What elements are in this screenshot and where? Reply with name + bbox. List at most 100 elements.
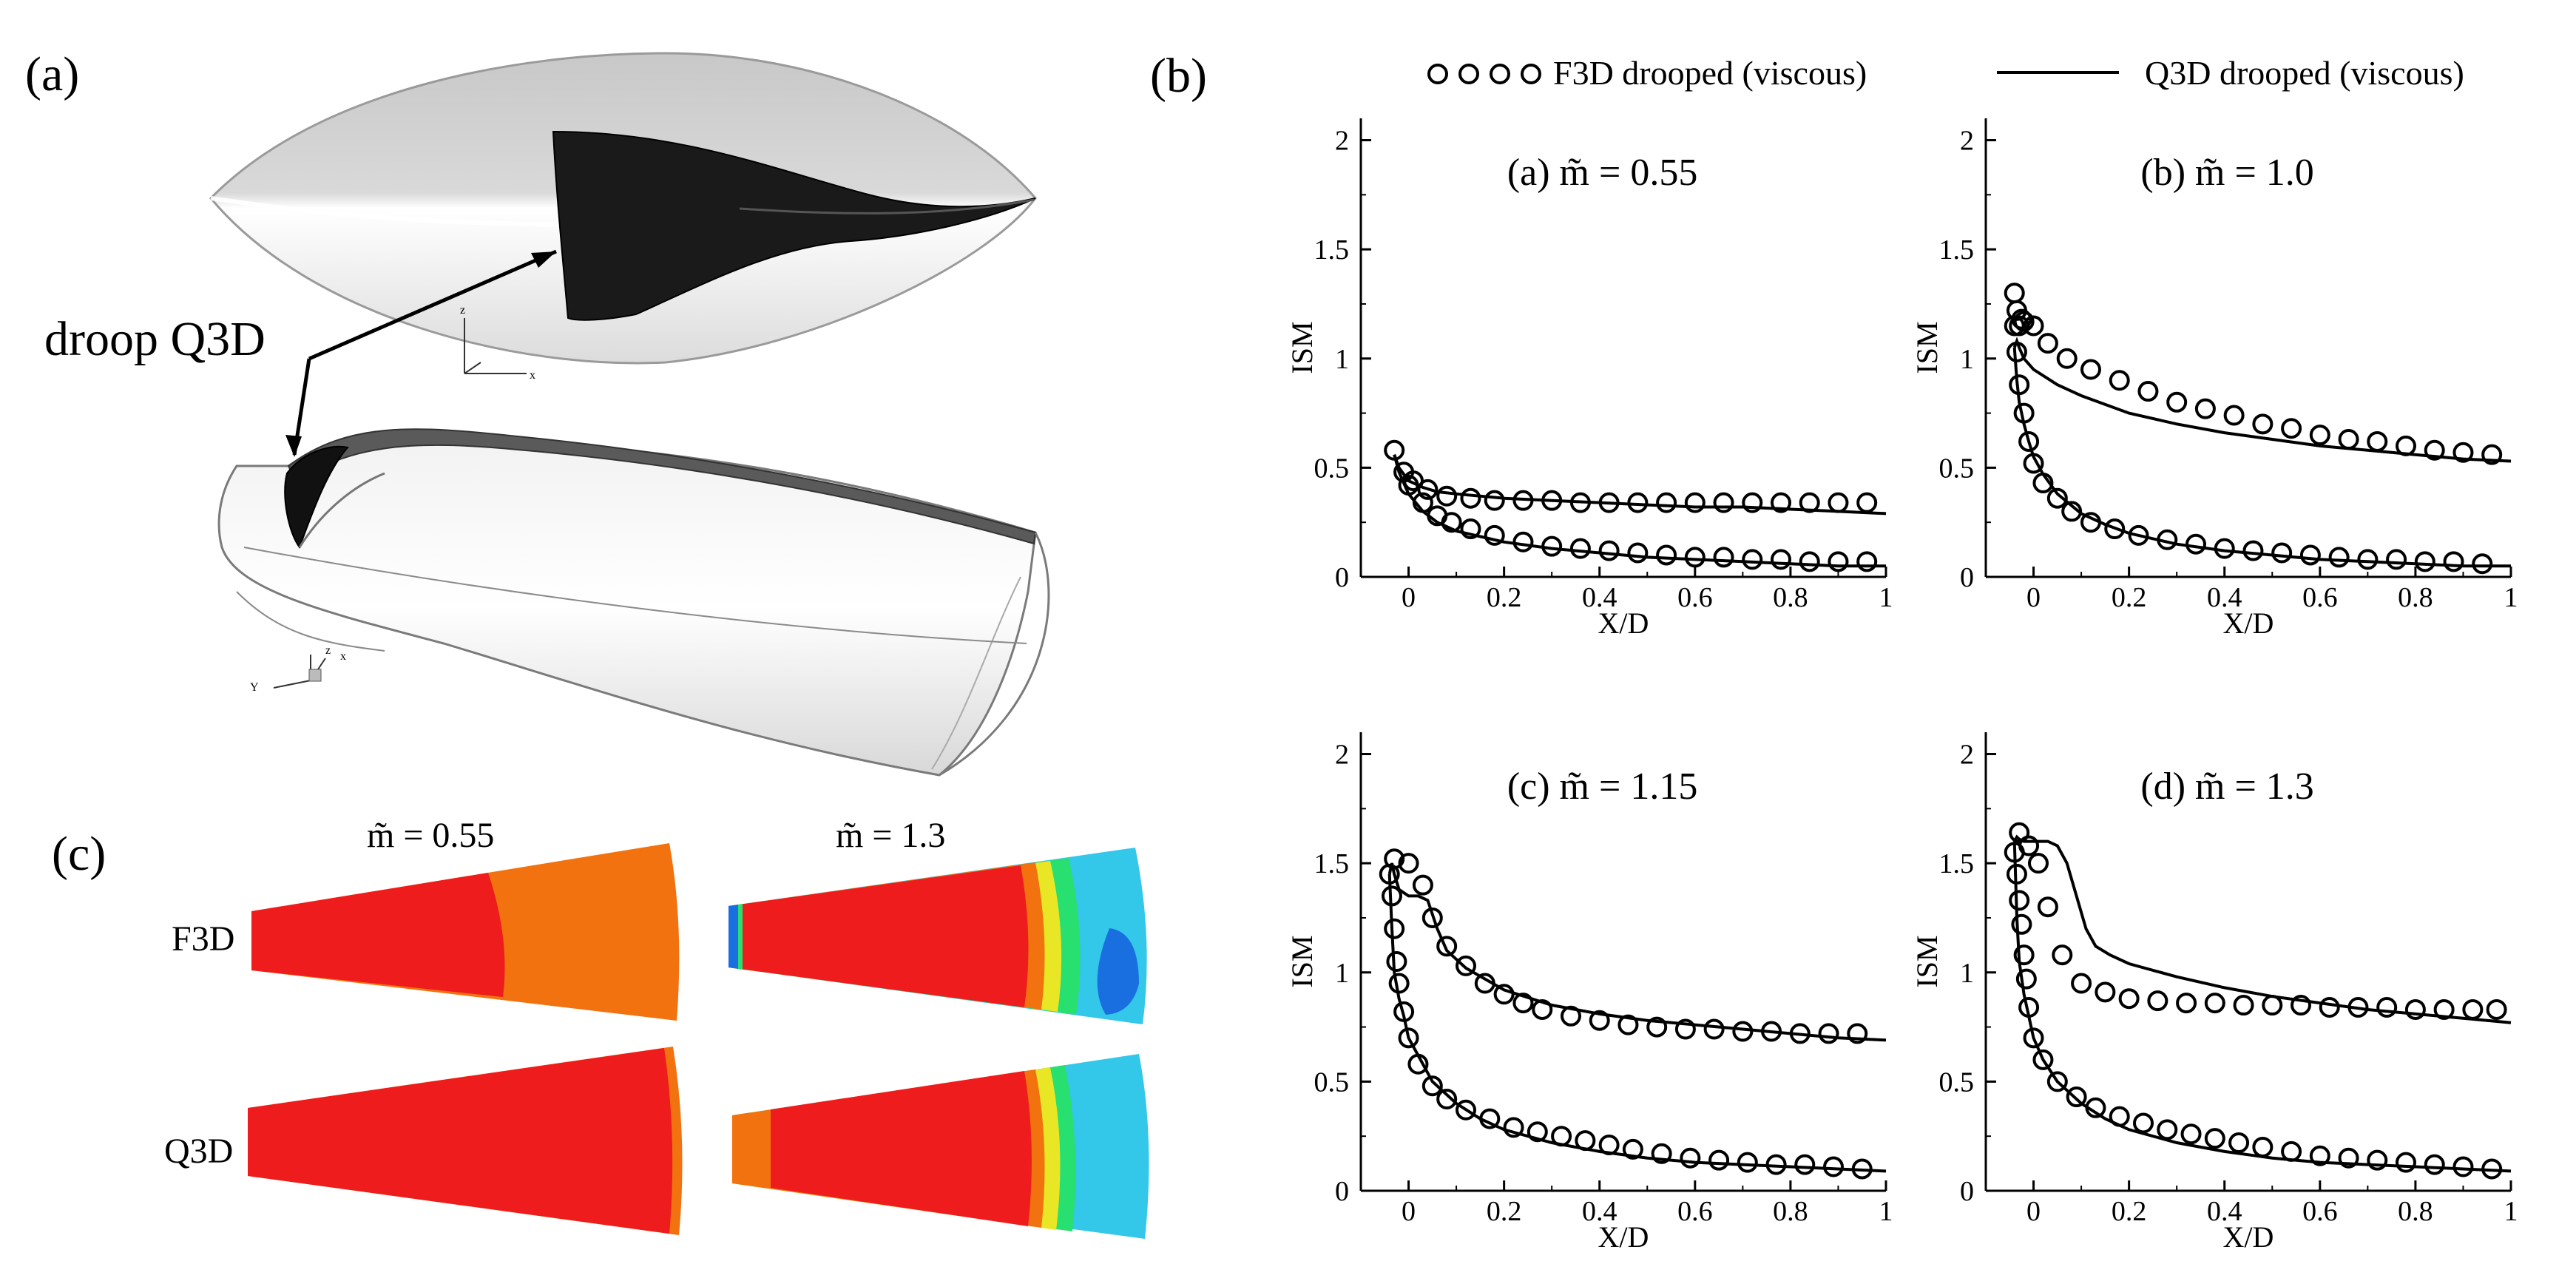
chart-2-xtick-label: 1 [1879,1196,1893,1227]
legend-markers-label: F3D drooped (viscous) [1553,54,1867,92]
chart-0-xtick-label: 0.2 [1487,582,1521,613]
chart-1-series-2-point [2481,444,2503,465]
droop-annotation-arrows [285,249,557,457]
legend-line-label: Q3D drooped (viscous) [2145,54,2464,92]
chart-2-series-2-point [1398,853,1419,874]
chart-2-series-3-point [1386,951,1407,972]
chart-0-series-2-point [1684,492,1705,513]
chart-1-series-3-point [2046,487,2068,509]
axis-triad-bottom: Y z x [250,644,346,694]
chart-0-series-3-point [1627,542,1649,564]
chart-3-title: (d) m̃ = 1.3 [2140,766,2313,808]
axis-label-x-top: x [530,369,535,382]
chart-0-series-2-point [1436,485,1458,507]
chart-2-series-3-point [1384,918,1405,939]
chart-0-series-2-point [1417,479,1439,500]
chart-1-series-2-point [2338,429,2359,450]
chart-3-series-1-line [2012,841,2512,1173]
chart-1-ytick-label: 2 [1960,126,1974,157]
contour-row1-label: F3D [172,919,234,959]
chart-1-ytick-label: 1.5 [1939,234,1975,266]
chart-3-series-3-point [2066,1086,2087,1108]
chart-2-ytick-label: 0 [1335,1176,1349,1207]
chart-2-series-2-point [1493,984,1515,1005]
chart-3-ytick-label: 1 [1960,958,1974,989]
chart-2-series-3-point [1708,1149,1730,1171]
chart-0-series-2-point [1828,492,1849,513]
chart-1-series-3-point [2386,549,2407,570]
chart-0-series-0-line [1393,454,1887,516]
chart-0-xlabel: X/D [1598,606,1649,640]
chart-0-series-2-point [1856,492,1878,513]
chart-0-xtick-label: 0.8 [1773,582,1808,613]
chart-3-series-3-point [2452,1156,2474,1177]
chart-3-series-3-point [2004,842,2025,863]
chart-3-ytick-label: 0 [1960,1176,1974,1207]
chart-2-series-3-point [1398,1027,1419,1049]
chart-1-series-3-point [2328,547,2350,568]
chart-3-series-3-point [2338,1147,2359,1169]
chart-2-series-2-point [1617,1014,1639,1035]
chart-3-series-3-point [2006,863,2027,885]
chart-2-series-2-point [1589,1010,1610,1031]
chart-3-series-3-point [2009,890,2030,911]
chart-1-series-1-line [2012,347,2511,568]
chart-3-series-3-point [2046,1071,2068,1092]
chart-3-series-3-point [2281,1140,2302,1162]
chart-2-series-2-point [1646,1016,1668,1038]
chart-0-series-3-point [1398,475,1419,496]
chart-2-series-3-point [1622,1138,1643,1160]
chart-2-ytick-label: 0.5 [1314,1067,1350,1098]
chart-3-series-0-line [2012,834,2512,1024]
chart-1-series-3-point [2299,544,2321,566]
chart-3-series-2-point [2376,997,2398,1018]
chart-1-series-2-point [2252,413,2274,435]
chart-3-series-2-point [2233,995,2254,1016]
chart-1-series-2-point [2166,391,2188,413]
chart-3-ytick-label: 2 [1960,740,1974,771]
chart-0-series-3-point [1512,531,1534,552]
chart-2-series-3-point [1575,1130,1596,1152]
chart-2-series-2-point [1732,1021,1754,1042]
chart-0-series-2-point [1569,492,1591,513]
chart-2-series-3-point [1503,1117,1524,1138]
chart-0-xtick-label: 0 [1402,582,1416,613]
chart-3-series-2-point [2118,988,2140,1010]
chart-2-series-2-point [1436,936,1458,957]
chart-0-series-2-point [1460,487,1481,509]
chart-0-series-3-point [1799,551,1820,572]
axis-label-z-bottom: z [325,644,331,657]
chart-2-series-3-point [1765,1154,1787,1175]
chart-1-xtick-label: 0.8 [2398,582,2433,613]
axis-label-z-top: z [460,304,465,317]
chart-3-series-3-point [2011,913,2032,935]
chart-1-series-2-point [2056,348,2078,369]
chart-3-series-3-point [2252,1136,2274,1157]
chart-2-series-3-point [1651,1143,1672,1164]
chart-1-xtick-label: 0 [2026,582,2041,613]
chart-2-series-2-point [1421,907,1443,928]
chart-0-series-3-point [1684,547,1705,568]
chart-0-series-2-point [1799,492,1820,513]
chart-2-series-2-point [1847,1023,1868,1044]
chart-1-series-0-line [2012,337,2512,463]
chart-3-series-3-point [2032,1049,2054,1070]
chart-0-series-3-point [1484,524,1505,546]
chart-1-series-3-point [2104,518,2126,540]
chart-1-series-3-point [2023,453,2044,474]
chart-2-xtick-label: 0 [1402,1196,1416,1227]
chart-0-series-2-point [1656,492,1677,513]
chart-1-series-3-point [2185,533,2206,555]
chart-3-series-2-point [2147,990,2168,1012]
chart-2-series-3-point [1680,1147,1701,1169]
chart-1-series-3-point [2242,540,2264,561]
chart-2-series-3-point [1381,885,1402,907]
droop-annotation-label: droop Q3D [44,312,266,366]
chart-0-ytick-label: 2 [1335,126,1349,157]
chart-3-series-2-point [2347,997,2369,1018]
chart-1-xtick-label: 0.2 [2112,582,2147,613]
chart-3-series-3-point [2133,1112,2154,1134]
chart-0-series-3-point [1856,551,1878,572]
chart-2-series-2-point [1789,1023,1811,1044]
chart-1-series-3-point [2061,501,2083,522]
